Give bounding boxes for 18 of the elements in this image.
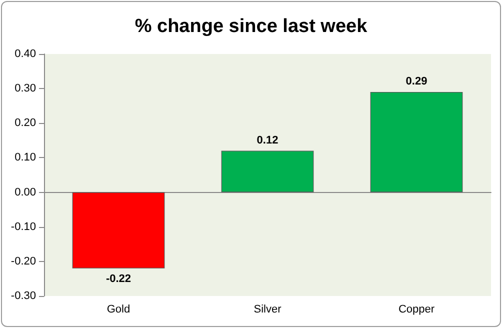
bar	[370, 92, 463, 192]
data-label: 0.29	[406, 76, 428, 88]
y-tick-label: -0.10	[10, 220, 36, 233]
bar	[72, 192, 165, 268]
x-tick-label: Silver	[254, 304, 282, 316]
y-tick-label: -0.30	[10, 290, 36, 302]
y-tick-label: 0.40	[14, 48, 36, 60]
chart-title: % change since last week	[134, 16, 368, 37]
y-tick-label: -0.20	[10, 255, 36, 268]
y-tick-label: 0.10	[14, 152, 36, 164]
data-label: -0.22	[106, 272, 132, 285]
x-tick-label: Gold	[106, 304, 130, 316]
data-label: 0.12	[256, 134, 278, 146]
y-tick-label: 0.20	[14, 117, 36, 130]
x-tick-label: Copper	[398, 304, 435, 316]
y-tick-label: 0.30	[14, 82, 36, 95]
bar	[221, 150, 314, 192]
y-tick-label: 0.00	[14, 186, 36, 198]
